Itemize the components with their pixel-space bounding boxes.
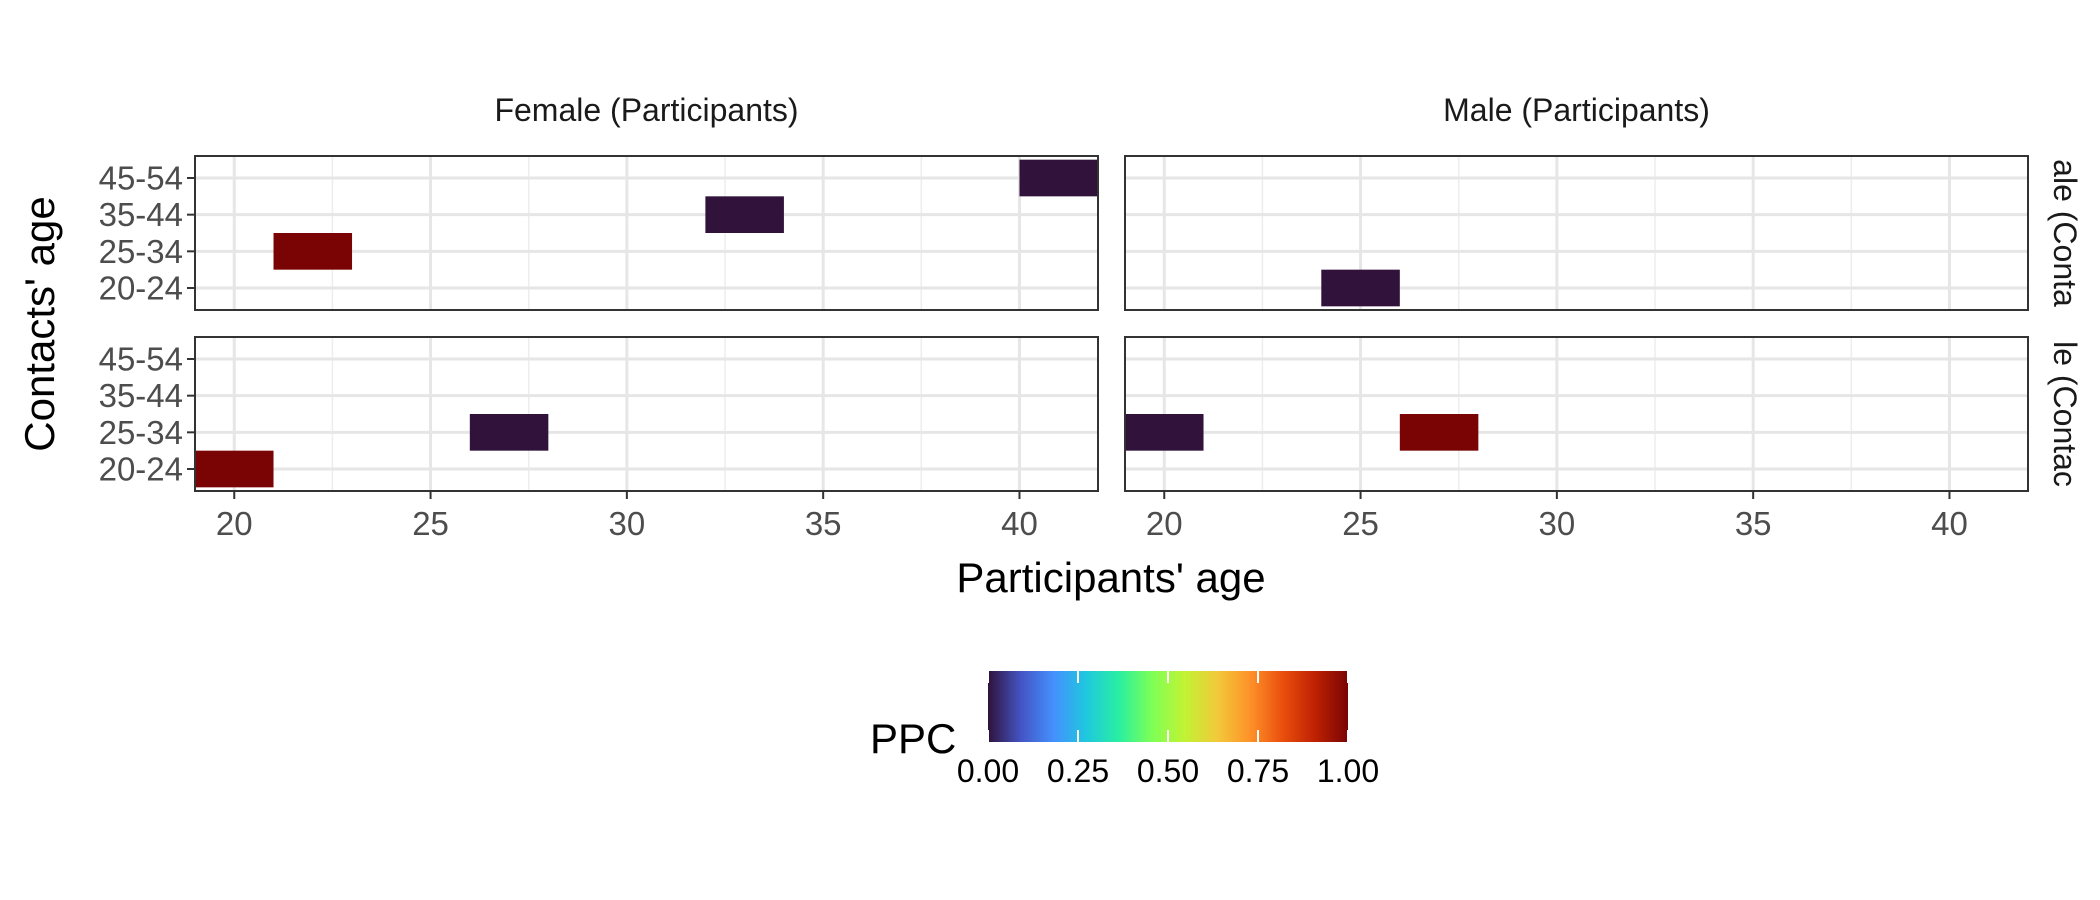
tiles [1321,269,1400,307]
color-legend: PPC 0.00 0.25 0.50 0.75 1.00 [870,671,1379,789]
y-tick-label: 45-54 [99,160,183,197]
y-tick-label: 25-34 [99,414,183,451]
panel-border [194,155,1099,311]
facet-strips: Female (Participants) Male (Participants)… [494,92,2083,487]
x-tick-label: 35 [805,505,842,542]
legend-title: PPC [870,715,956,762]
x-tick-label: 35 [1735,505,1772,542]
panel-0-1 [1124,155,2029,311]
panel-1-1 [1124,336,2029,492]
panels-layer [194,155,2029,492]
heatmap-tile [273,233,353,270]
facet-strip-col-label: Female (Participants) [494,92,798,128]
tiles [273,159,1098,270]
y-tick-label: 25-34 [99,233,183,270]
heatmap-tile [1399,414,1479,451]
legend-tick-label: 1.00 [1317,753,1379,789]
panel-0-0 [194,155,1099,311]
tiles [195,414,549,488]
heatmap-tile [1019,159,1098,197]
panel-grid [1125,156,2028,310]
panel-border [194,336,1099,492]
x-tick-label: 20 [216,505,253,542]
y-tick-label: 35-44 [99,377,183,414]
legend-tick-label: 0.50 [1137,753,1199,789]
x-tick-label: 30 [1539,505,1576,542]
y-tick-label: 20-24 [99,270,183,307]
x-tick-label: 40 [1001,505,1038,542]
panel-background [1125,156,2028,310]
x-tick-label: 20 [1146,505,1183,542]
panel-border [1124,336,2029,492]
x-tick-label: 30 [609,505,646,542]
heatmap-tile [195,450,274,488]
y-tick-label: 45-54 [99,341,183,378]
x-tick-label: 25 [1342,505,1379,542]
panel-background [1125,337,2028,491]
heatmap-tile [1125,414,1204,451]
x-tick-label: 40 [1931,505,1968,542]
heatmap-tile [469,414,549,451]
y-axis-title: Contacts' age [16,196,63,452]
y-tick-label: 35-44 [99,196,183,233]
axes-layer: 20-2425-3435-4445-5420-2425-3435-4445-54… [99,160,1968,543]
x-axis-title: Participants' age [956,554,1265,601]
panel-1-0 [194,336,1099,492]
heatmap-tile [705,196,784,233]
panel-background [195,337,1098,491]
tiles [1125,414,1479,451]
legend-tick-label: 0.75 [1227,753,1289,789]
legend-tick-label: 0.00 [957,753,1019,789]
legend-tick-label: 0.25 [1047,753,1109,789]
facet-strip-row-label: le (Contac [2047,341,2083,487]
facet-strip-col-label: Male (Participants) [1443,92,1710,128]
panel-grid [195,337,1098,491]
panel-border [1124,155,2029,311]
x-tick-label: 25 [412,505,449,542]
y-tick-label: 20-24 [99,451,183,488]
facet-strip-row-label: ale (Conta [2047,159,2083,307]
heatmap-tile [1321,269,1400,307]
